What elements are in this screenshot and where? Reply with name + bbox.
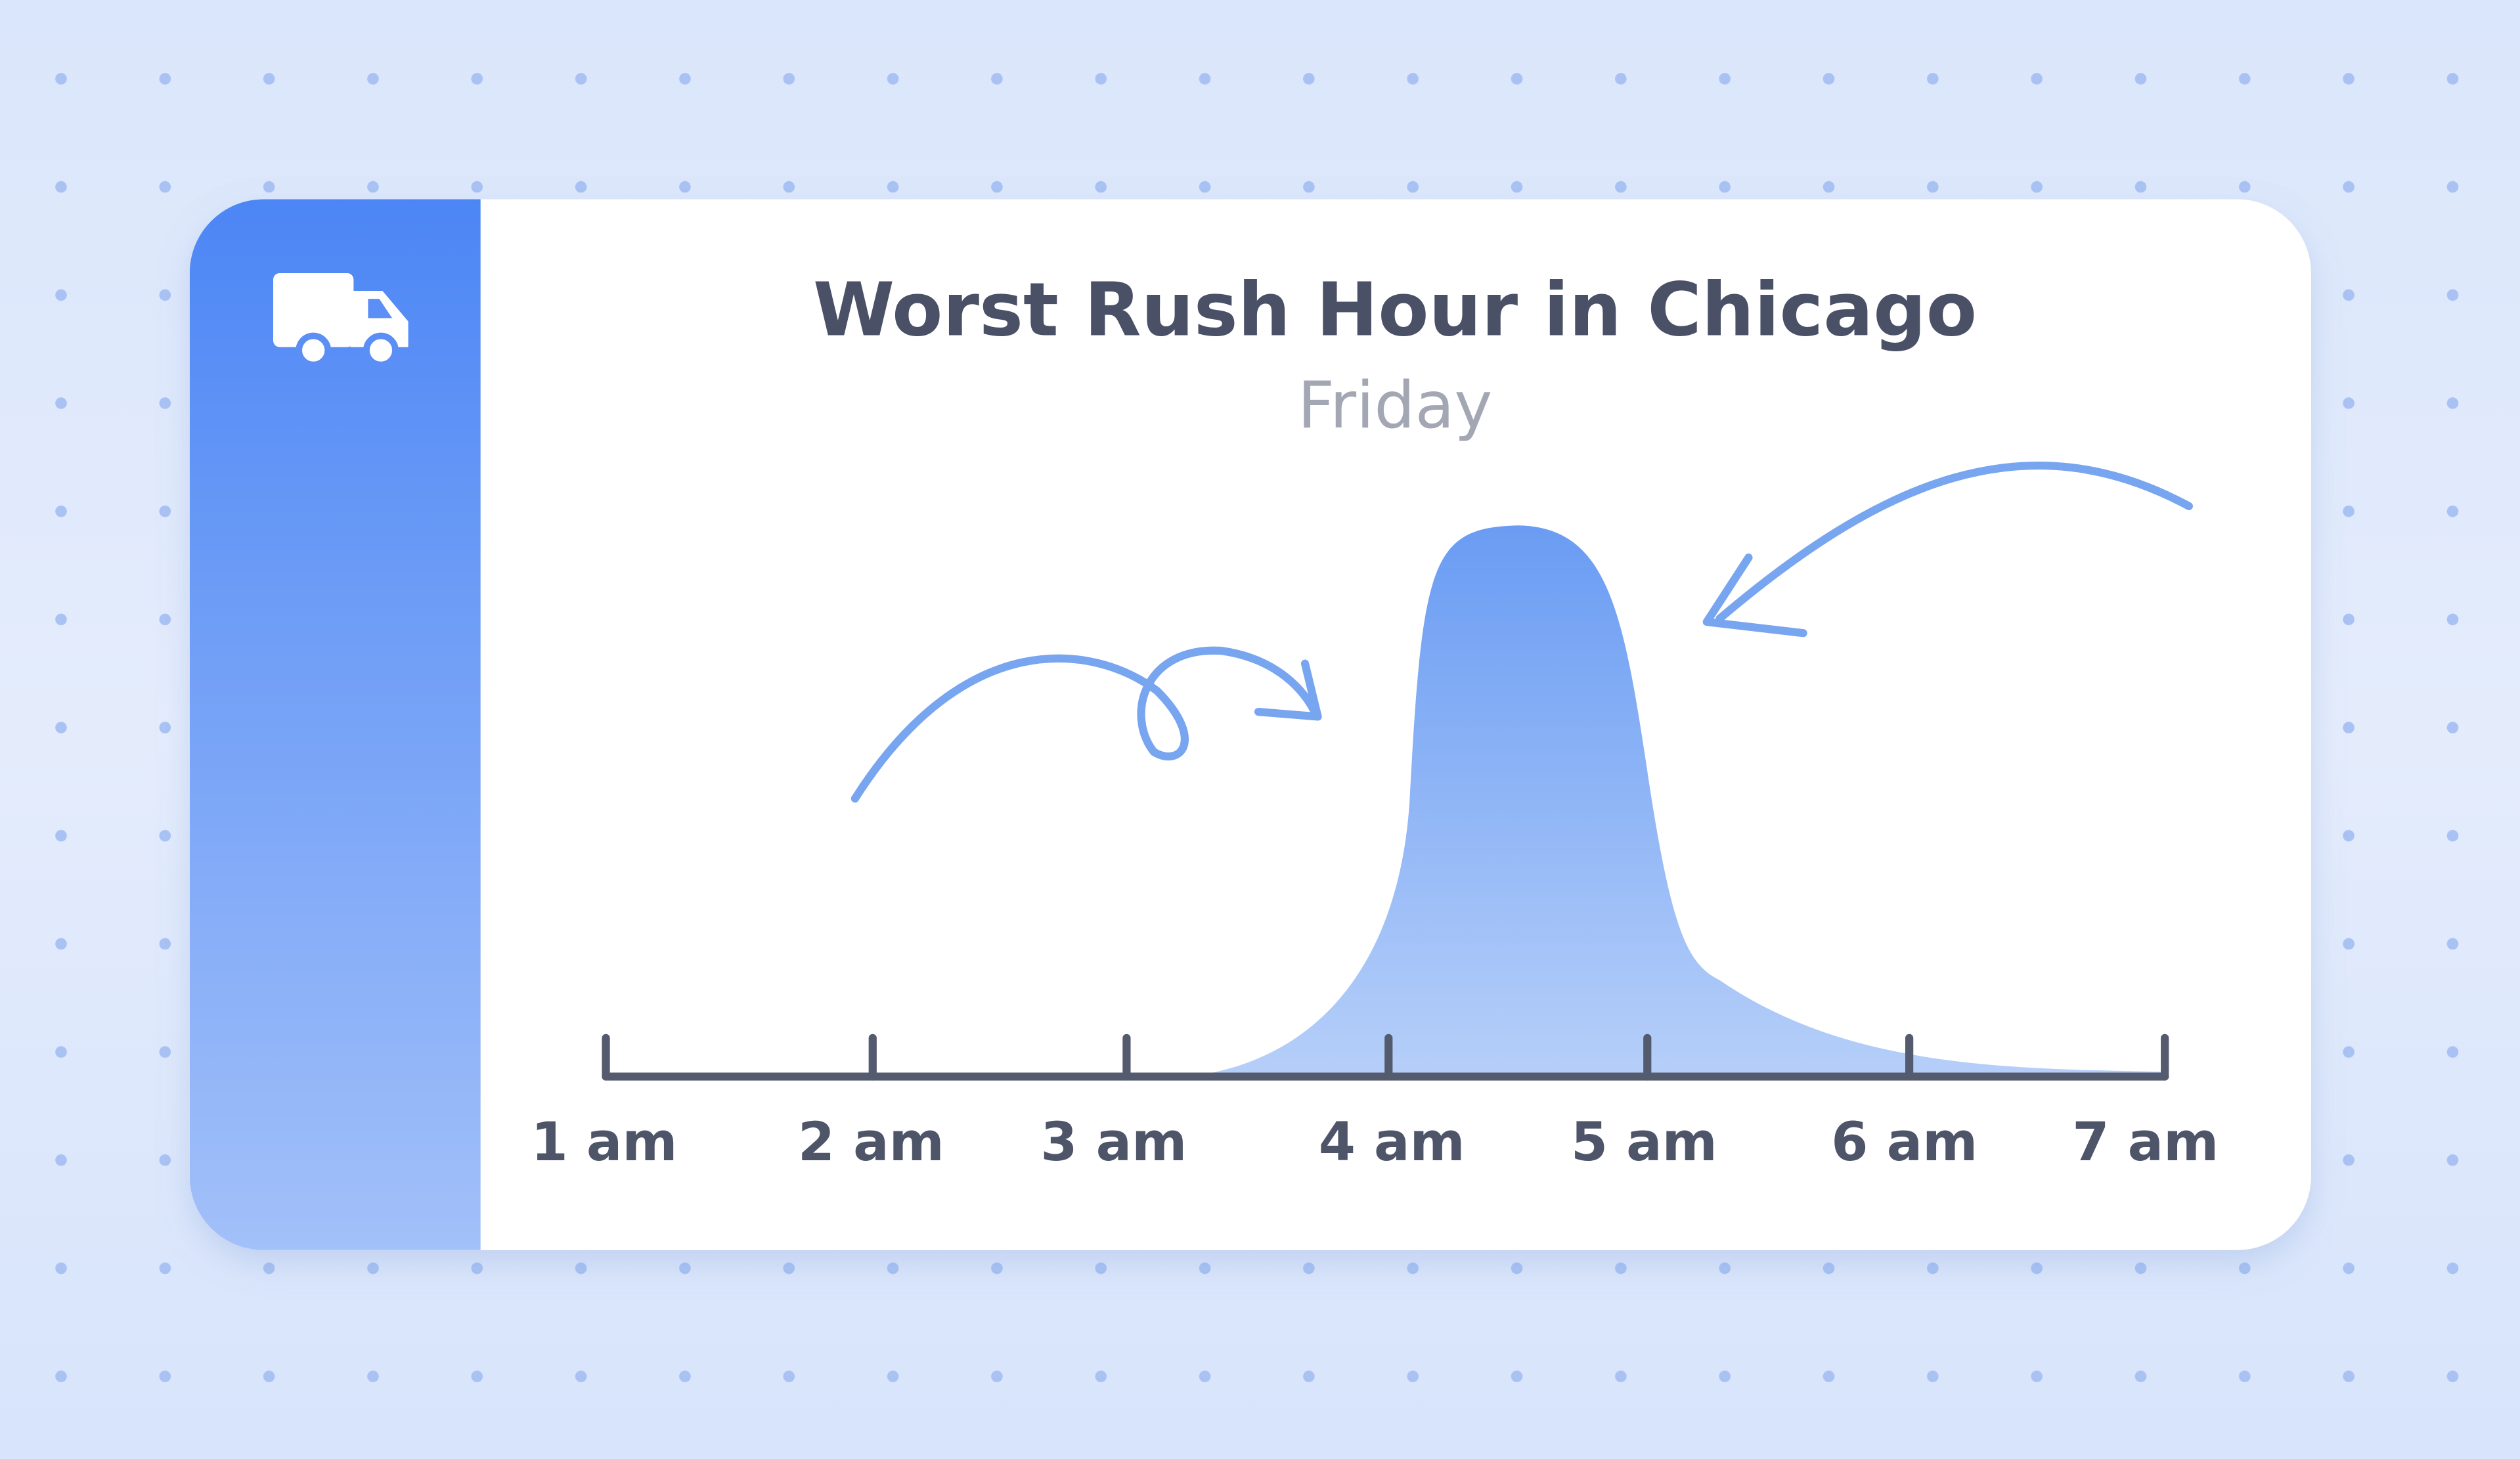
side-panel	[189, 199, 481, 1250]
axis-label: 5 am	[1571, 1112, 1717, 1173]
rush-curve	[1189, 525, 2162, 1077]
axis	[602, 1034, 2169, 1081]
axis-label: 3 am	[1040, 1112, 1187, 1173]
title: Worst Rush Hour in Chicago	[813, 267, 1977, 353]
axis-label: 4 am	[1319, 1112, 1465, 1173]
card	[189, 199, 2311, 1250]
axis-label: 1 am	[531, 1112, 678, 1173]
axis-label: 7 am	[2072, 1112, 2219, 1173]
subtitle: Friday	[1298, 368, 1493, 443]
axis-label: 2 am	[798, 1112, 944, 1173]
truck-icon	[273, 273, 409, 368]
axis-label: 6 am	[1831, 1112, 1978, 1173]
arrows	[851, 462, 2194, 803]
